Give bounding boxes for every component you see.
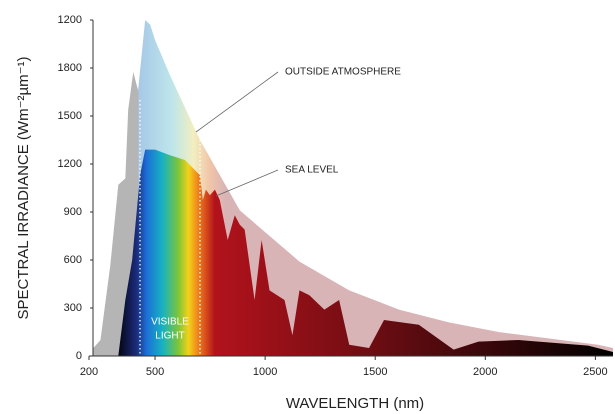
x-tick-label: 2000	[473, 366, 497, 378]
leader-line	[195, 71, 279, 133]
leader-line	[215, 169, 279, 197]
y-tick-label: 600	[64, 254, 82, 266]
y-axis-title: SPECTRAL IRRADIANCE (Wm⁻²µm⁻¹)	[15, 56, 32, 319]
y-tick-label: 300	[64, 302, 82, 314]
x-tick-label: 200	[80, 366, 98, 378]
area	[118, 149, 614, 356]
annotation: OUTSIDE ATMOSPHERE	[285, 67, 401, 78]
y-tick-label: 1500	[58, 110, 82, 122]
annotation: SEA LEVEL	[285, 165, 339, 176]
x-tick-label: 500	[146, 366, 164, 378]
x-tick-label: 2500	[583, 366, 607, 378]
x-tick-label: 1000	[253, 366, 277, 378]
y-tick-label: 1800	[58, 62, 82, 74]
y-tick-label: 1200	[58, 14, 82, 26]
y-tick-label: 900	[64, 206, 82, 218]
x-axis-title: WAVELENGTH (nm)	[286, 395, 424, 412]
visible-label: VISIBLE	[151, 317, 189, 328]
visible-label: LIGHT	[155, 331, 184, 342]
y-tick-label: 0	[76, 350, 82, 362]
x-tick-label: 1500	[363, 366, 387, 378]
y-tick-label: 1200	[58, 158, 82, 170]
